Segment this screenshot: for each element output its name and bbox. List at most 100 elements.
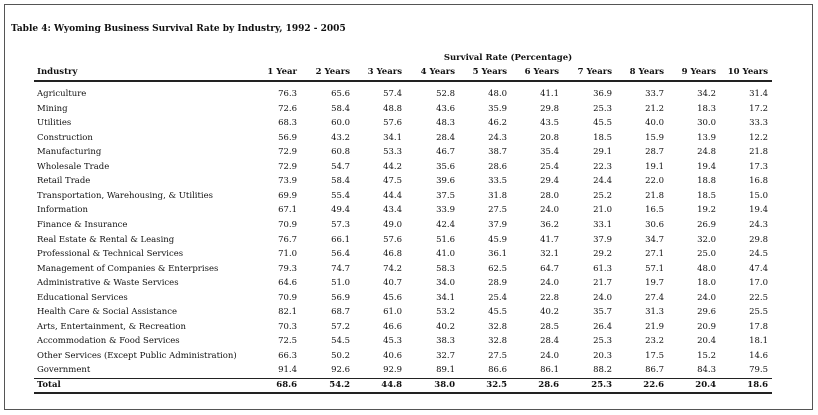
cell: 21.7 <box>593 278 612 289</box>
cell: 35.7 <box>593 307 612 318</box>
row-label: Retail Trade <box>37 176 91 187</box>
cell: 49.4 <box>331 205 350 216</box>
cell: 72.9 <box>278 147 297 158</box>
total-cell: 38.0 <box>434 380 455 390</box>
cell: 16.5 <box>645 205 664 216</box>
cell: 68.7 <box>331 307 350 318</box>
cell: 65.6 <box>331 89 350 99</box>
cell: 42.4 <box>436 219 455 230</box>
cell: 61.0 <box>383 307 402 318</box>
cell: 45.3 <box>383 336 402 347</box>
cell: 86.7 <box>645 365 664 376</box>
cell: 72.9 <box>278 161 297 172</box>
total-cell: 44.8 <box>381 380 402 390</box>
cell: 26.4 <box>593 321 612 332</box>
total-cell: 22.6 <box>643 380 664 390</box>
cell: 31.3 <box>645 307 664 318</box>
row-label: Health Care & Social Assistance <box>37 307 178 318</box>
table-title: Table 4: Wyoming Business Survival Rate … <box>11 24 346 34</box>
cell: 50.2 <box>331 350 350 361</box>
cell: 25.3 <box>593 336 612 347</box>
cell: 57.1 <box>645 263 664 274</box>
cell: 24.0 <box>540 350 559 361</box>
cell: 20.8 <box>540 132 559 143</box>
row-label: Finance & Insurance <box>37 219 128 230</box>
column-header: 1 Year <box>267 67 297 77</box>
cell: 41.7 <box>540 234 559 245</box>
cell: 44.4 <box>383 190 402 201</box>
cell: 29.6 <box>697 307 716 318</box>
row-label: Other Services (Except Public Administra… <box>37 350 237 361</box>
cell: 40.2 <box>436 321 455 332</box>
cell: 19.4 <box>697 161 716 172</box>
cell: 56.9 <box>331 292 350 303</box>
cell: 13.9 <box>697 132 716 143</box>
cell: 30.6 <box>645 219 664 230</box>
cell: 43.2 <box>331 132 350 143</box>
column-header: 3 Years <box>367 67 402 77</box>
cell: 19.1 <box>645 161 664 172</box>
cell: 56.9 <box>278 132 297 143</box>
total-label: Total <box>37 380 61 390</box>
cell: 86.6 <box>488 365 507 376</box>
cell: 18.3 <box>697 103 716 114</box>
row-label: Arts, Entertainment, & Recreation <box>37 321 186 332</box>
cell: 40.0 <box>645 118 664 129</box>
cell: 15.9 <box>645 132 664 143</box>
cell: 18.0 <box>697 278 716 289</box>
cell: 79.3 <box>278 263 297 274</box>
total-cell: 20.4 <box>695 380 716 390</box>
row-label: Transportation, Warehousing, & Utilities <box>37 190 214 201</box>
column-header: 8 Years <box>629 67 664 77</box>
cell: 25.3 <box>593 103 612 114</box>
cell: 21.2 <box>645 103 664 114</box>
cell: 86.1 <box>540 365 559 376</box>
cell: 37.9 <box>593 234 612 245</box>
cell: 24.0 <box>540 205 559 216</box>
row-label: Manufacturing <box>37 147 102 158</box>
cell: 58.4 <box>331 103 350 114</box>
cell: 66.3 <box>278 350 297 361</box>
cell: 39.6 <box>436 176 455 187</box>
cell: 17.3 <box>749 161 768 172</box>
cell: 58.3 <box>436 263 455 274</box>
column-header: 7 Years <box>577 67 612 77</box>
cell: 24.3 <box>488 132 507 143</box>
cell: 67.1 <box>278 205 297 216</box>
row-label: Professional & Technical Services <box>37 249 184 260</box>
cell: 25.2 <box>593 190 612 201</box>
cell: 34.1 <box>436 292 455 303</box>
header-rule <box>34 80 772 82</box>
cell: 22.5 <box>749 292 768 303</box>
cell: 41.0 <box>436 249 455 260</box>
cell: 18.8 <box>697 176 716 187</box>
cell: 21.8 <box>645 190 664 201</box>
cell: 12.2 <box>749 132 768 143</box>
cell: 21.8 <box>749 147 768 158</box>
cell: 34.0 <box>436 278 455 289</box>
cell: 51.0 <box>331 278 350 289</box>
cell: 53.3 <box>383 147 402 158</box>
row-label: Administrative & Waste Services <box>37 278 179 289</box>
row-label: Agriculture <box>37 89 87 99</box>
cell: 49.0 <box>383 219 402 230</box>
column-header: 9 Years <box>681 67 716 77</box>
cell: 24.8 <box>697 147 716 158</box>
cell: 72.6 <box>278 103 297 114</box>
cell: 53.2 <box>436 307 455 318</box>
total-cell: 28.6 <box>538 380 559 390</box>
cell: 14.6 <box>749 350 768 361</box>
cell: 22.3 <box>593 161 612 172</box>
cell: 82.1 <box>278 307 297 318</box>
cell: 74.2 <box>383 263 402 274</box>
cell: 33.1 <box>593 219 612 230</box>
cell: 25.0 <box>697 249 716 260</box>
cell: 54.5 <box>331 336 350 347</box>
cell: 17.0 <box>749 278 768 289</box>
cell: 36.9 <box>593 89 612 99</box>
total-cell: 18.6 <box>747 380 768 390</box>
cell: 31.8 <box>488 190 507 201</box>
cell: 46.7 <box>436 147 455 158</box>
total-cell: 25.3 <box>591 380 612 390</box>
cell: 37.5 <box>436 190 455 201</box>
